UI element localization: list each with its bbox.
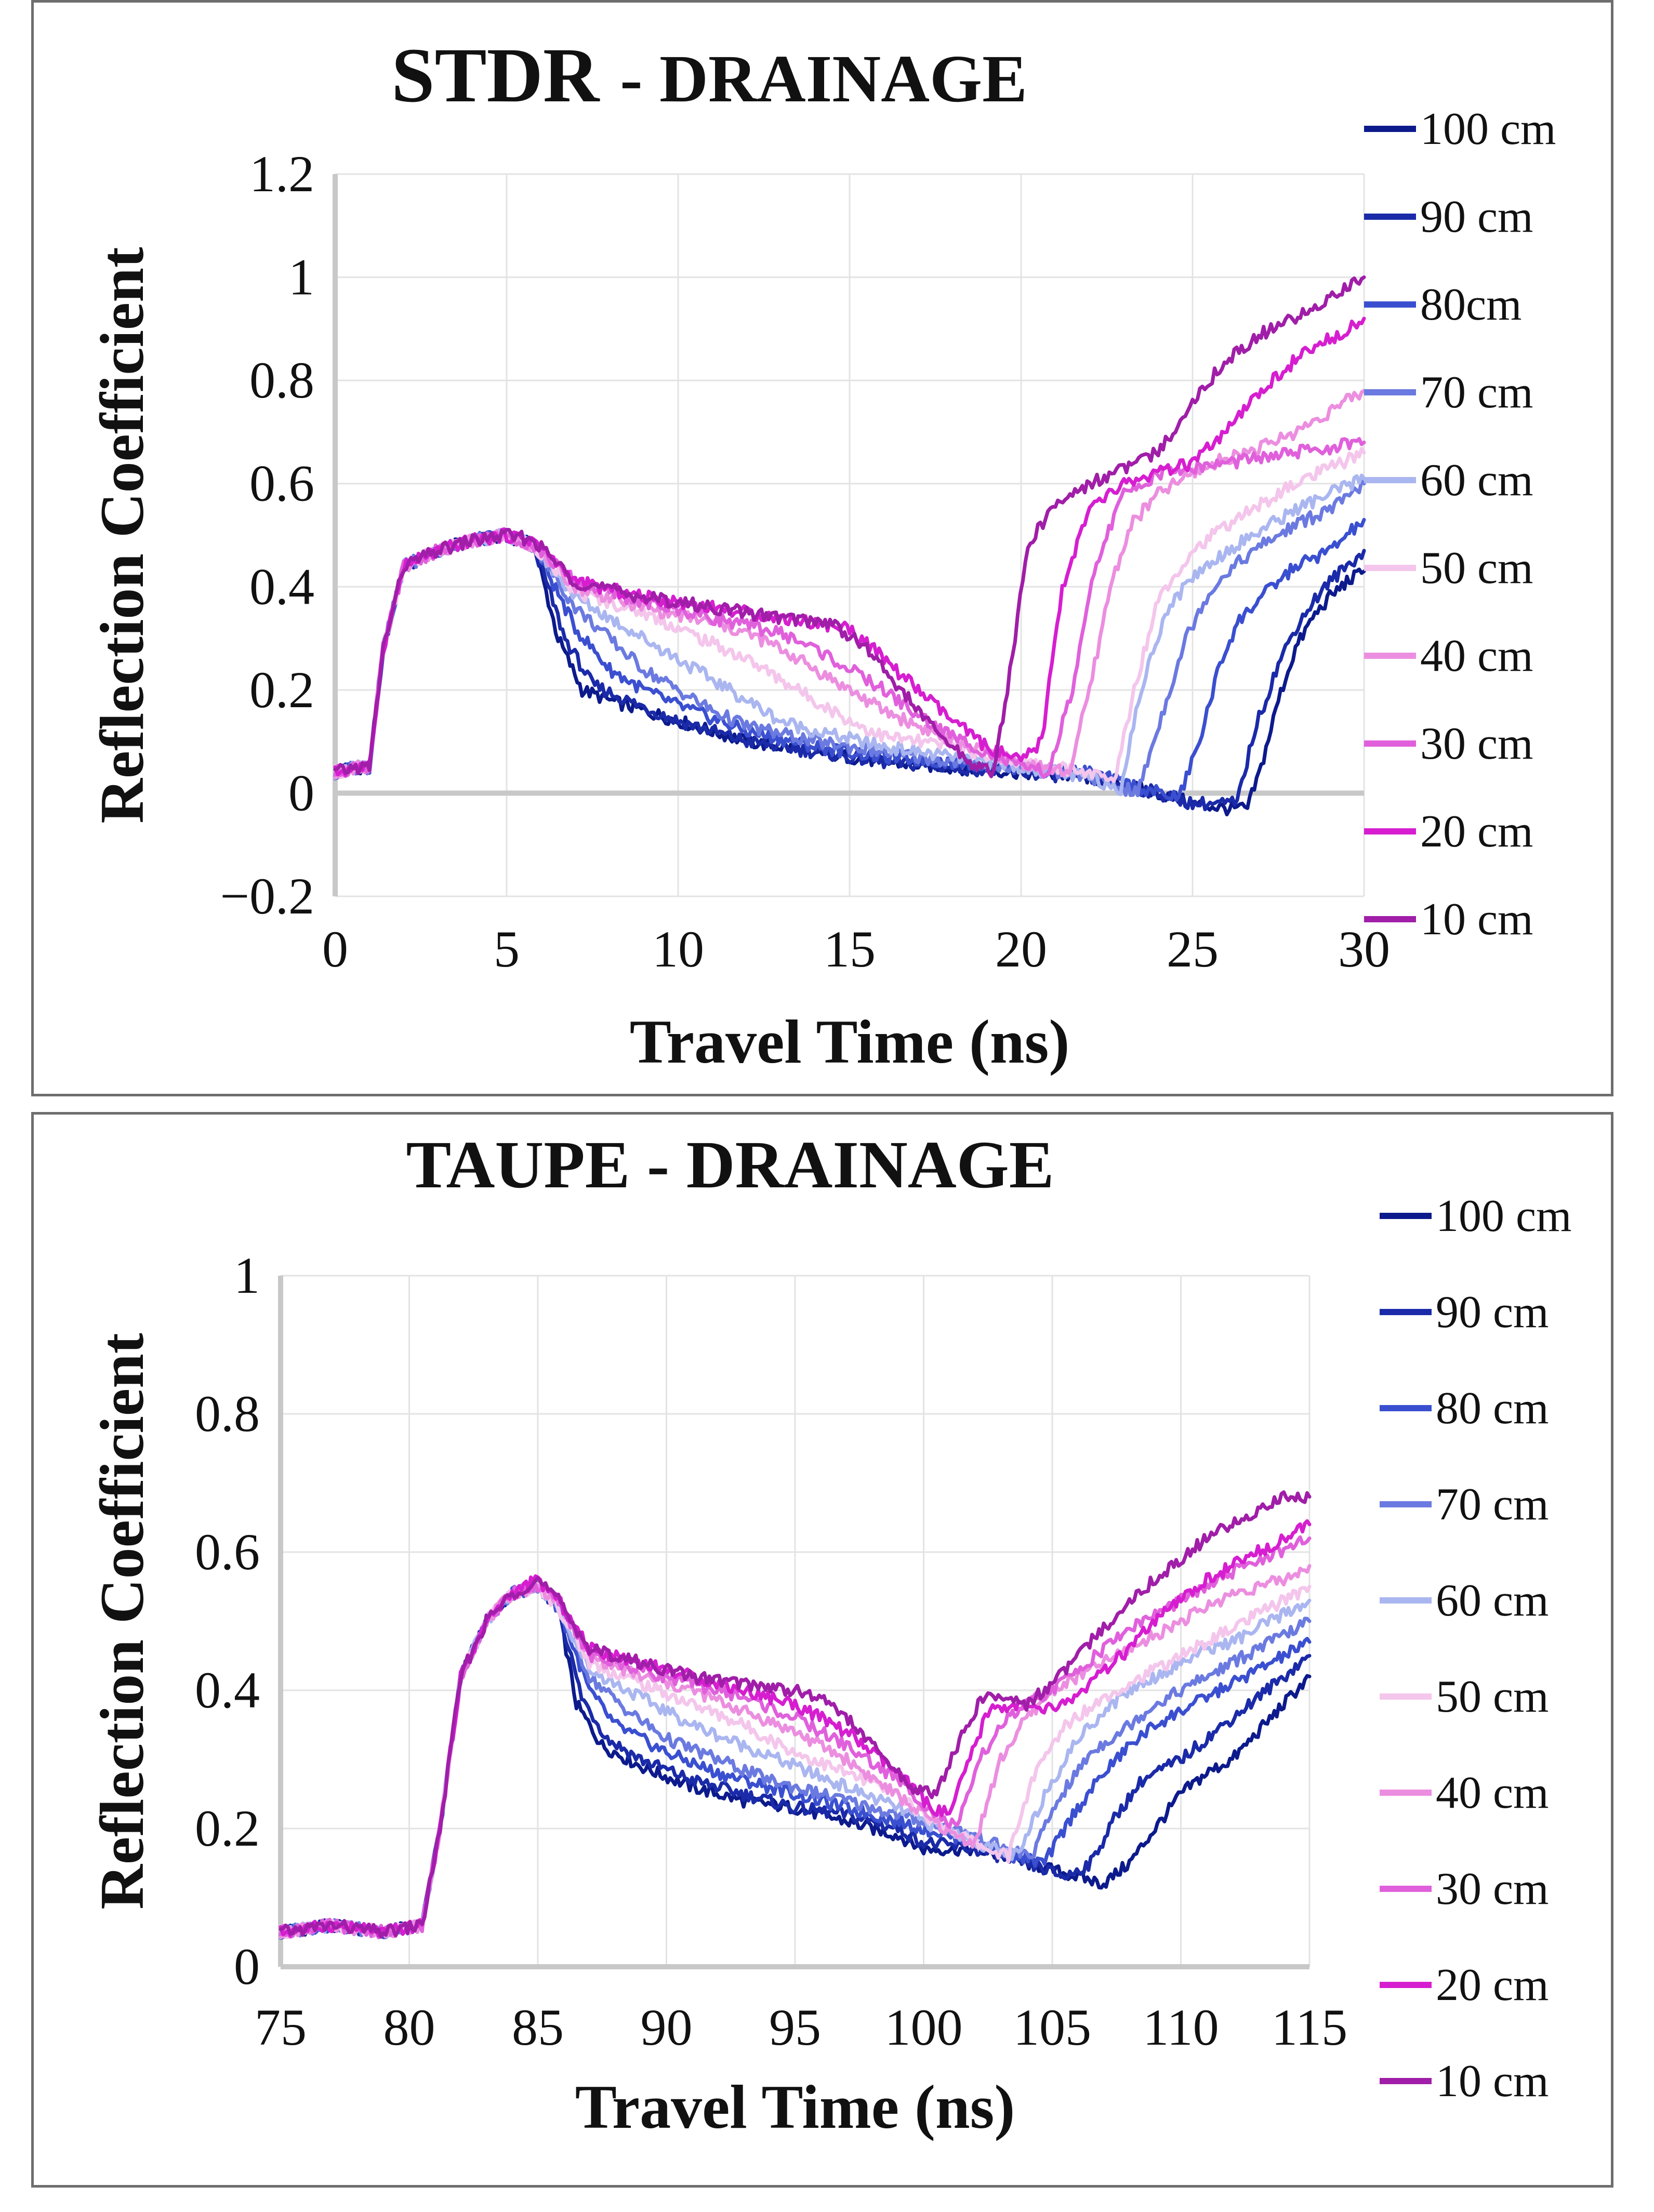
stdr-chart-panel: STDR - DRAINAGE 0 5 10 15 20 25 30 −0.2 0 0.2 0.4 0.…: [31, 0, 1613, 1096]
y-tick-label: −0.2: [220, 867, 314, 925]
legend-entry-label: 70 cm: [1436, 1479, 1549, 1530]
legend-entry-label: 100 cm: [1420, 104, 1556, 154]
legend-entry-label: 90 cm: [1420, 192, 1533, 242]
legend-entry-label: 30 cm: [1420, 719, 1533, 769]
y-tick-label: 0.8: [195, 1385, 260, 1442]
legend-entry-label: 50 cm: [1436, 1672, 1549, 1722]
y-tick-label: 0.6: [249, 455, 314, 512]
y-tick-label: 0: [288, 764, 314, 822]
legend-entry-label: 40 cm: [1436, 1768, 1549, 1818]
x-tick-label: 100: [885, 1998, 963, 2056]
chart-title: STDR - DRAINAGE: [391, 32, 1027, 118]
chart-title: TAUPE - DRAINAGE: [406, 1128, 1054, 1202]
x-tick-label: 110: [1143, 1998, 1219, 2056]
y-tick-label: 1.2: [249, 145, 314, 203]
y-tick-label: 0.2: [249, 661, 314, 719]
legend-entry-label: 90 cm: [1436, 1287, 1549, 1337]
x-tick-label: 30: [1338, 920, 1390, 978]
x-tick-label: 85: [512, 1998, 564, 2056]
x-axis-label: Travel Time (ns): [630, 1007, 1070, 1076]
x-tick-label: 90: [641, 1998, 693, 2056]
series-line-10cm: [279, 1490, 1312, 1939]
legend-entry-label: 20 cm: [1420, 806, 1533, 857]
series-line-10cm: [333, 275, 1366, 778]
legend-entry-label: 50 cm: [1420, 543, 1533, 593]
legend-entry-label: 10 cm: [1436, 2056, 1549, 2107]
x-axis-label: Travel Time (ns): [575, 2072, 1015, 2141]
chart-title-part-2: - DRAINAGE: [620, 42, 1027, 116]
legend-entry-label: 60 cm: [1436, 1575, 1549, 1626]
legend-entry-label: 80cm: [1420, 280, 1522, 330]
y-tick-label: 1: [234, 1247, 260, 1304]
y-tick-label: 0.4: [249, 558, 314, 615]
x-tick-label: 105: [1013, 1998, 1091, 2056]
x-tick-label: 5: [494, 920, 520, 978]
y-axis-label: Reflection Coefficient: [87, 247, 156, 824]
y-tick-label: 0.2: [195, 1799, 260, 1857]
taupe-chart: TAUPE - DRAINAGE 75 80 85 90 95 100 105 110 115 0…: [87, 1128, 1572, 2141]
legend-entry-label: 80 cm: [1436, 1383, 1549, 1434]
x-tick-label: 20: [995, 920, 1047, 978]
x-tick-label: 25: [1167, 920, 1219, 978]
legend-entry-label: 40 cm: [1420, 631, 1533, 681]
x-tick-label: 0: [322, 920, 348, 978]
y-tick-label: 1: [288, 248, 314, 306]
x-tick-label: 95: [769, 1998, 821, 2056]
legend-entry-label: 10 cm: [1420, 894, 1533, 945]
legend-entry-label: 70 cm: [1420, 367, 1533, 418]
x-tick-label: 75: [255, 1998, 307, 2056]
legend-entry-label: 100 cm: [1436, 1191, 1572, 1241]
taupe-chart-panel: TAUPE - DRAINAGE 75 80 85 90 95 100 105 110 115 0…: [31, 1112, 1613, 2188]
legend-entry-label: 60 cm: [1420, 455, 1533, 506]
chart-title-part-1: STDR: [391, 32, 600, 118]
stdr-chart: STDR - DRAINAGE 0 5 10 15 20 25 30−0.200.20.40.…: [87, 32, 1556, 1076]
x-tick-label: 15: [824, 920, 876, 978]
legend-entry-label: 30 cm: [1436, 1864, 1549, 1914]
legend-entry-label: 20 cm: [1436, 1960, 1549, 2010]
y-tick-label: 0.6: [195, 1523, 260, 1581]
y-tick-label: 0.4: [195, 1661, 260, 1719]
x-tick-label: 10: [652, 920, 704, 978]
y-axis-label: Reflection Coefficient: [87, 1333, 156, 1910]
series-line-20cm: [333, 316, 1366, 777]
y-tick-label: 0: [234, 1938, 260, 1995]
x-tick-label: 80: [383, 1998, 435, 2056]
y-tick-label: 0.8: [249, 351, 314, 409]
x-tick-label: 115: [1272, 1998, 1347, 2056]
